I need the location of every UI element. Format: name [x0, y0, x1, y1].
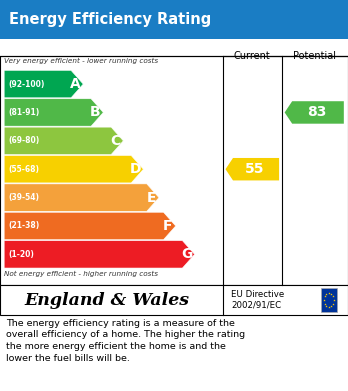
Text: (55-68): (55-68) [8, 165, 39, 174]
Text: B: B [90, 106, 101, 120]
Text: Energy Efficiency Rating: Energy Efficiency Rating [9, 12, 211, 27]
Text: (81-91): (81-91) [8, 108, 40, 117]
Text: E: E [146, 190, 156, 204]
Text: C: C [110, 134, 120, 148]
Text: Current: Current [234, 50, 271, 61]
Polygon shape [4, 240, 195, 268]
Text: F: F [163, 219, 173, 233]
Polygon shape [4, 127, 123, 154]
Text: England & Wales: England & Wales [24, 292, 189, 308]
Polygon shape [4, 184, 159, 211]
Text: The energy efficiency rating is a measure of the
overall efficiency of a home. T: The energy efficiency rating is a measur… [6, 319, 245, 363]
Text: 55: 55 [245, 162, 264, 176]
Bar [0, 285, 348, 315]
Text: G: G [181, 248, 192, 261]
Text: Very energy efficient - lower running costs: Very energy efficient - lower running co… [4, 57, 158, 64]
Text: (92-100): (92-100) [8, 80, 45, 89]
Text: 83: 83 [307, 106, 326, 120]
Text: (1-20): (1-20) [8, 250, 34, 259]
Text: Not energy efficient - higher running costs: Not energy efficient - higher running co… [4, 271, 158, 277]
Text: D: D [130, 162, 141, 176]
Text: (39-54): (39-54) [8, 193, 39, 202]
Polygon shape [4, 212, 176, 240]
Polygon shape [226, 158, 279, 180]
Polygon shape [285, 101, 344, 124]
Polygon shape [4, 99, 103, 126]
Text: (69-80): (69-80) [8, 136, 40, 145]
Text: (21-38): (21-38) [8, 221, 40, 230]
Text: Potential: Potential [293, 50, 337, 61]
Bar [0, 0, 348, 39]
Bar [0, 56, 348, 285]
Text: EU Directive
2002/91/EC: EU Directive 2002/91/EC [231, 291, 285, 310]
Polygon shape [4, 70, 83, 98]
Text: A: A [70, 77, 81, 91]
Bar [321, 288, 337, 312]
Polygon shape [4, 156, 143, 183]
